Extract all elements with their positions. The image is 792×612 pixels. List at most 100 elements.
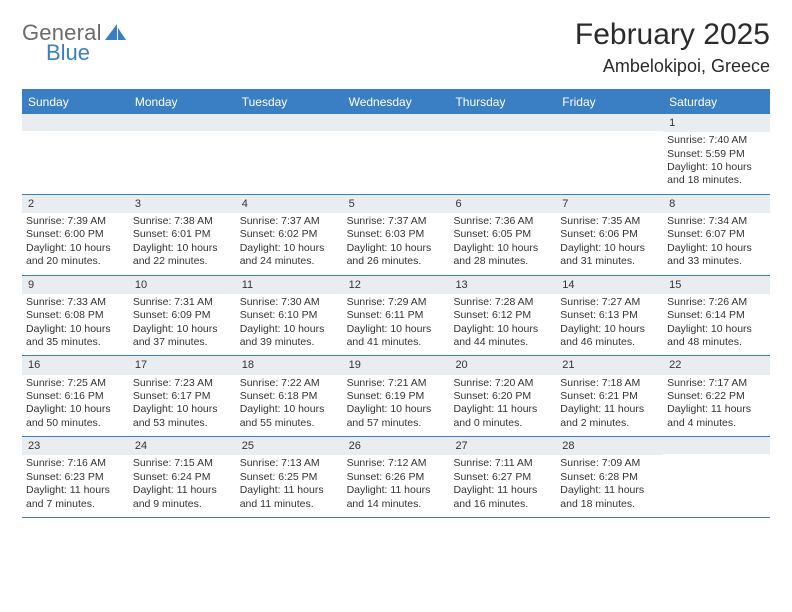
sunrise-text: Sunrise: 7:25 AM [26, 377, 125, 390]
day-cell: 23Sunrise: 7:16 AMSunset: 6:23 PMDayligh… [22, 437, 129, 517]
title-block: February 2025 Ambelokipoi, Greece [575, 18, 770, 77]
day-number: 4 [236, 195, 343, 213]
header: General Blue February 2025 Ambelokipoi, … [22, 18, 770, 77]
sunset-text: Sunset: 6:16 PM [26, 390, 125, 403]
day-number: 21 [556, 356, 663, 374]
day-number: 6 [449, 195, 556, 213]
day-number: 17 [129, 356, 236, 374]
day-number: 2 [22, 195, 129, 213]
day-number: 14 [556, 276, 663, 294]
sunrise-text: Sunrise: 7:30 AM [240, 296, 339, 309]
day-cell: 9Sunrise: 7:33 AMSunset: 6:08 PMDaylight… [22, 276, 129, 356]
sunset-text: Sunset: 6:08 PM [26, 309, 125, 322]
daylight-text: Daylight: 11 hours and 18 minutes. [560, 484, 659, 511]
daylight-text: Daylight: 11 hours and 14 minutes. [347, 484, 446, 511]
week-row: 1Sunrise: 7:40 AMSunset: 5:59 PMDaylight… [22, 114, 770, 195]
sunrise-text: Sunrise: 7:33 AM [26, 296, 125, 309]
day-number: 28 [556, 437, 663, 455]
sunset-text: Sunset: 6:11 PM [347, 309, 446, 322]
day-number: 25 [236, 437, 343, 455]
day-cell: 4Sunrise: 7:37 AMSunset: 6:02 PMDaylight… [236, 195, 343, 275]
day-cell: 27Sunrise: 7:11 AMSunset: 6:27 PMDayligh… [449, 437, 556, 517]
sunset-text: Sunset: 6:09 PM [133, 309, 232, 322]
day-number: 7 [556, 195, 663, 213]
sunrise-text: Sunrise: 7:21 AM [347, 377, 446, 390]
sunset-text: Sunset: 6:25 PM [240, 471, 339, 484]
sunrise-text: Sunrise: 7:36 AM [453, 215, 552, 228]
day-number: 22 [663, 356, 770, 374]
day-cell: 22Sunrise: 7:17 AMSunset: 6:22 PMDayligh… [663, 356, 770, 436]
sunrise-text: Sunrise: 7:37 AM [347, 215, 446, 228]
day-number: 26 [343, 437, 450, 455]
sail-icon [105, 24, 127, 40]
daylight-text: Daylight: 10 hours and 41 minutes. [347, 323, 446, 350]
day-cell [449, 114, 556, 194]
day-header-fri: Friday [556, 91, 663, 114]
sunrise-text: Sunrise: 7:31 AM [133, 296, 232, 309]
daylight-text: Daylight: 11 hours and 9 minutes. [133, 484, 232, 511]
daylight-text: Daylight: 10 hours and 31 minutes. [560, 242, 659, 269]
sunrise-text: Sunrise: 7:28 AM [453, 296, 552, 309]
day-cell: 12Sunrise: 7:29 AMSunset: 6:11 PMDayligh… [343, 276, 450, 356]
day-header-tue: Tuesday [236, 91, 343, 114]
sunset-text: Sunset: 5:59 PM [667, 148, 766, 161]
sunset-text: Sunset: 6:26 PM [347, 471, 446, 484]
day-cell: 26Sunrise: 7:12 AMSunset: 6:26 PMDayligh… [343, 437, 450, 517]
daylight-text: Daylight: 11 hours and 4 minutes. [667, 403, 766, 430]
sunset-text: Sunset: 6:05 PM [453, 228, 552, 241]
location-label: Ambelokipoi, Greece [575, 56, 770, 77]
day-header-mon: Monday [129, 91, 236, 114]
month-title: February 2025 [575, 18, 770, 52]
sunrise-text: Sunrise: 7:34 AM [667, 215, 766, 228]
day-cell: 15Sunrise: 7:26 AMSunset: 6:14 PMDayligh… [663, 276, 770, 356]
sunset-text: Sunset: 6:12 PM [453, 309, 552, 322]
sunset-text: Sunset: 6:21 PM [560, 390, 659, 403]
sunset-text: Sunset: 6:07 PM [667, 228, 766, 241]
day-cell: 11Sunrise: 7:30 AMSunset: 6:10 PMDayligh… [236, 276, 343, 356]
day-header-wed: Wednesday [343, 91, 450, 114]
sunrise-text: Sunrise: 7:23 AM [133, 377, 232, 390]
day-number [343, 114, 450, 131]
day-number: 16 [22, 356, 129, 374]
sunrise-text: Sunrise: 7:15 AM [133, 457, 232, 470]
sunset-text: Sunset: 6:01 PM [133, 228, 232, 241]
daylight-text: Daylight: 10 hours and 50 minutes. [26, 403, 125, 430]
brand-word-blue: Blue [46, 42, 127, 64]
day-cell: 6Sunrise: 7:36 AMSunset: 6:05 PMDaylight… [449, 195, 556, 275]
sunrise-text: Sunrise: 7:35 AM [560, 215, 659, 228]
day-cell: 17Sunrise: 7:23 AMSunset: 6:17 PMDayligh… [129, 356, 236, 436]
day-cell: 24 Sunrise: 7:15 AMSunset: 6:24 PMDayligh… [129, 437, 236, 517]
daylight-text: Daylight: 11 hours and 0 minutes. [453, 403, 552, 430]
day-cell: 5Sunrise: 7:37 AMSunset: 6:03 PMDaylight… [343, 195, 450, 275]
day-number [449, 114, 556, 131]
week-row: 2Sunrise: 7:39 AMSunset: 6:00 PMDaylight… [22, 195, 770, 276]
day-cell: 10Sunrise: 7:31 AMSunset: 6:09 PMDayligh… [129, 276, 236, 356]
day-number [556, 114, 663, 131]
sunset-text: Sunset: 6:24 PM [133, 471, 232, 484]
daylight-text: Daylight: 11 hours and 16 minutes. [453, 484, 552, 511]
sunset-text: Sunset: 6:13 PM [560, 309, 659, 322]
day-cell: 21Sunrise: 7:18 AMSunset: 6:21 PMDayligh… [556, 356, 663, 436]
sunrise-text: Sunrise: 7:16 AM [26, 457, 125, 470]
day-header-thu: Thursday [449, 91, 556, 114]
sunrise-text: Sunrise: 7:11 AM [453, 457, 552, 470]
day-cell: 20Sunrise: 7:20 AMSunset: 6:20 PMDayligh… [449, 356, 556, 436]
sunrise-text: Sunrise: 7:20 AM [453, 377, 552, 390]
daylight-text: Daylight: 10 hours and 33 minutes. [667, 242, 766, 269]
week-row: 16Sunrise: 7:25 AMSunset: 6:16 PMDayligh… [22, 356, 770, 437]
day-number: 19 [343, 356, 450, 374]
sunrise-text: Sunrise: 7:09 AM [560, 457, 659, 470]
day-cell [236, 114, 343, 194]
sunrise-text: Sunrise: 7:40 AM [667, 134, 766, 147]
day-header-sat: Saturday [663, 91, 770, 114]
sunset-text: Sunset: 6:23 PM [26, 471, 125, 484]
day-number: 15 [663, 276, 770, 294]
sunset-text: Sunset: 6:27 PM [453, 471, 552, 484]
sunset-text: Sunset: 6:17 PM [133, 390, 232, 403]
day-header-row: Sunday Monday Tuesday Wednesday Thursday… [22, 91, 770, 114]
day-number [236, 114, 343, 131]
daylight-text: Daylight: 10 hours and 22 minutes. [133, 242, 232, 269]
daylight-text: Daylight: 10 hours and 55 minutes. [240, 403, 339, 430]
day-number: 24 [129, 437, 236, 455]
day-cell: 1Sunrise: 7:40 AMSunset: 5:59 PMDaylight… [663, 114, 770, 194]
